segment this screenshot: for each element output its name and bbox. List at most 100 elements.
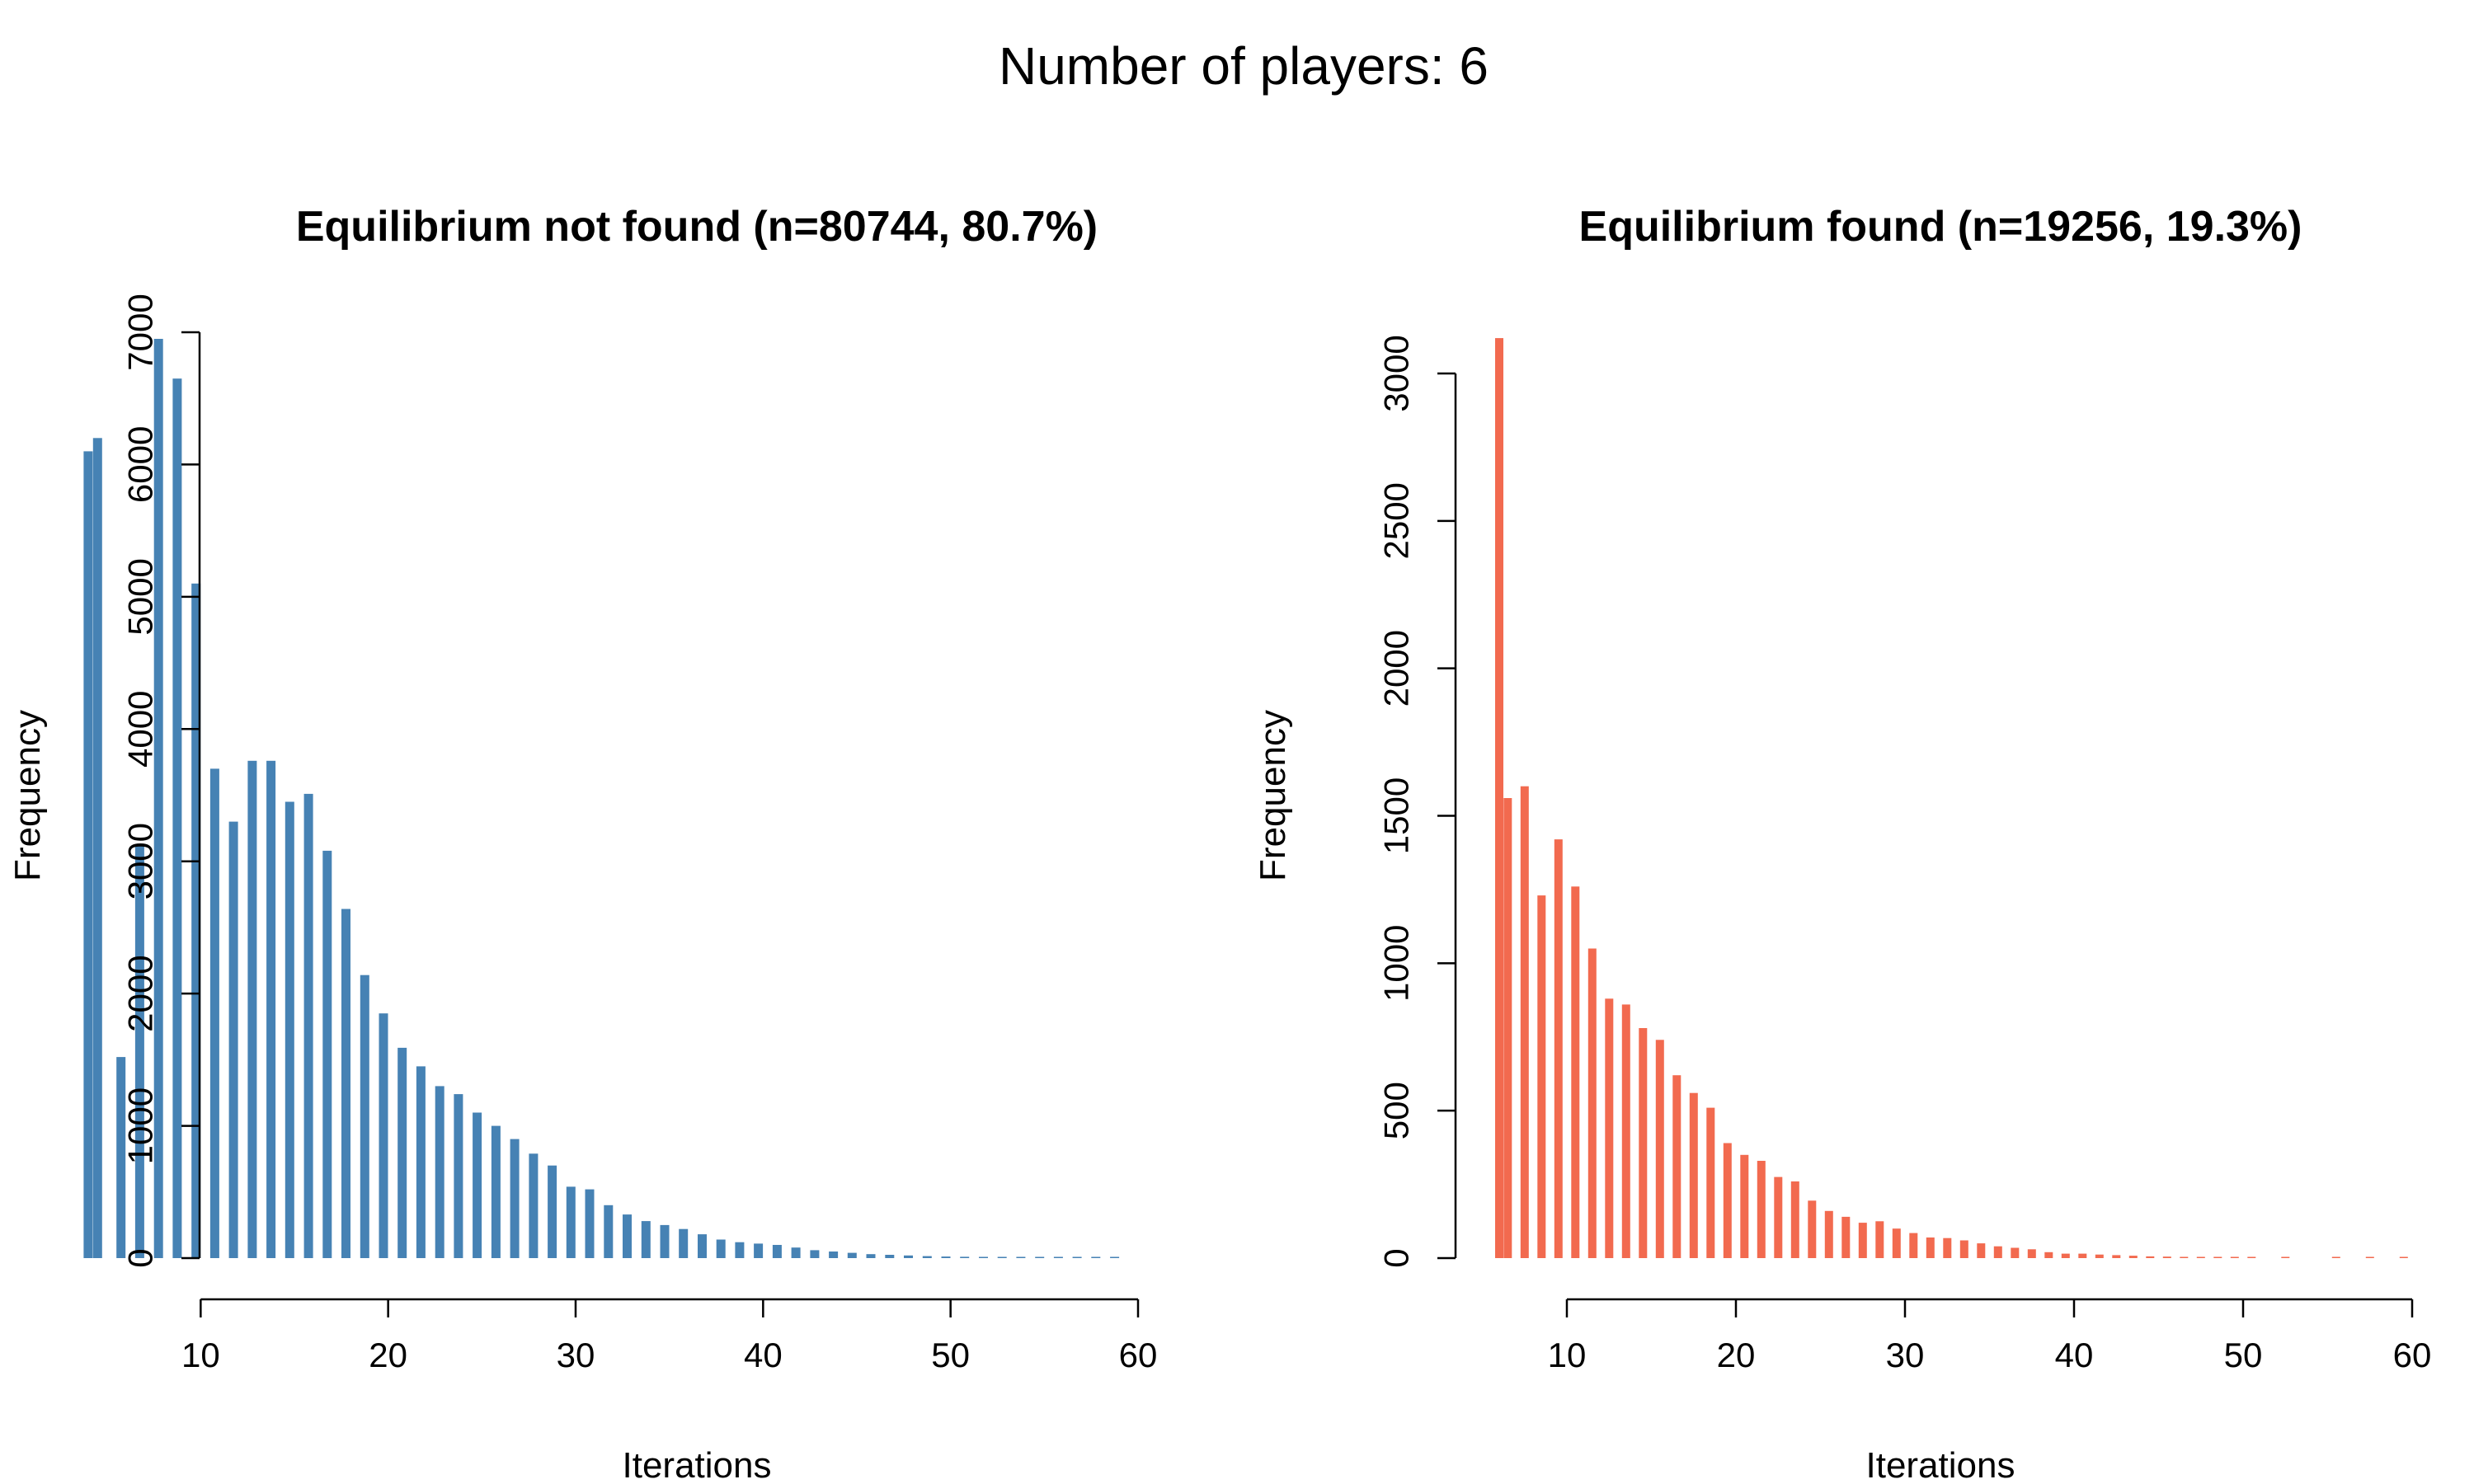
- x-tick-label: 60: [1119, 1336, 1158, 1374]
- bars: [1495, 338, 2408, 1259]
- bar: [379, 1013, 388, 1258]
- x-tick-label: 10: [1548, 1336, 1587, 1374]
- bar: [885, 1255, 895, 1258]
- bar: [92, 438, 102, 1258]
- bar: [829, 1252, 839, 1258]
- bar: [1537, 895, 1546, 1258]
- bar: [604, 1205, 614, 1258]
- bar: [153, 339, 163, 1258]
- bar: [679, 1228, 689, 1258]
- bar: [1495, 338, 1503, 1259]
- bar: [2399, 1256, 2408, 1258]
- bar: [1909, 1233, 1918, 1258]
- bar: [1977, 1243, 1986, 1258]
- bar: [1841, 1216, 1851, 1258]
- bar: [2230, 1256, 2239, 1258]
- x-tick-label: 50: [2224, 1336, 2263, 1374]
- bar: [83, 451, 93, 1258]
- y-tick-label: 0: [121, 1248, 160, 1267]
- y-tick-label: 3000: [121, 823, 160, 899]
- bar: [979, 1256, 988, 1258]
- bar: [1091, 1256, 1101, 1258]
- bar: [416, 1066, 426, 1258]
- bar: [1605, 998, 1614, 1258]
- y-tick-label: 0: [1377, 1248, 1416, 1267]
- y-tick-label: 500: [1376, 1082, 1415, 1139]
- x-tick-label: 10: [181, 1336, 220, 1374]
- bar: [1943, 1237, 1952, 1258]
- bar: [473, 1112, 482, 1258]
- bar: [997, 1256, 1007, 1258]
- bar: [303, 793, 313, 1258]
- bar: [641, 1221, 651, 1258]
- y-axis: 0 500 1000 1500 2000 2500 3000: [1376, 335, 1457, 1268]
- bar: [735, 1242, 745, 1258]
- bar: [2162, 1256, 2171, 1258]
- bar: [1790, 1181, 1799, 1258]
- y-tick-label: 4000: [120, 691, 159, 768]
- bar: [510, 1139, 520, 1258]
- bar: [1639, 1028, 1648, 1258]
- bar: [1110, 1256, 1120, 1258]
- bar: [1503, 798, 1512, 1258]
- bar: [454, 1094, 463, 1258]
- y-tick-label: 2500: [1377, 482, 1416, 559]
- x-tick-label: 50: [931, 1336, 970, 1374]
- bar: [810, 1250, 820, 1258]
- bar: [228, 821, 238, 1258]
- bar: [172, 378, 182, 1259]
- y-tick-label: 2000: [121, 955, 160, 1031]
- bar: [960, 1256, 970, 1258]
- chart-title: Equilibrium found (n=19256, 19.3%): [1579, 203, 2302, 251]
- bar: [2281, 1256, 2290, 1258]
- bar: [941, 1256, 951, 1258]
- bar: [2027, 1249, 2036, 1258]
- bar: [1706, 1107, 1715, 1258]
- y-tick-label: 1500: [1377, 777, 1416, 854]
- y-tick-label: 1000: [1377, 925, 1416, 1002]
- bar: [2213, 1256, 2222, 1258]
- chart-title: Equilibrium not found (n=80744, 80.7%): [296, 203, 1098, 251]
- bar: [266, 760, 276, 1258]
- bar: [247, 760, 257, 1258]
- bar: [623, 1214, 632, 1258]
- x-axis-label: Iterations: [623, 1445, 772, 1484]
- bar: [1035, 1256, 1045, 1258]
- bar: [2331, 1256, 2340, 1258]
- bar: [1824, 1210, 1833, 1258]
- x-tick-label: 30: [1886, 1336, 1925, 1374]
- bar: [134, 843, 144, 1258]
- bar: [1723, 1143, 1732, 1258]
- bar: [566, 1186, 576, 1258]
- bar: [1774, 1176, 1783, 1258]
- bar: [2247, 1256, 2256, 1258]
- bar: [1926, 1237, 1935, 1258]
- bar: [2128, 1256, 2138, 1258]
- y-tick-label: 3000: [1377, 335, 1416, 411]
- bar: [585, 1189, 595, 1258]
- bar: [360, 974, 369, 1258]
- bar: [1571, 886, 1580, 1258]
- bar: [1757, 1161, 1766, 1258]
- bar: [341, 909, 350, 1258]
- bar: [1072, 1256, 1082, 1258]
- bar: [847, 1252, 857, 1258]
- bar: [322, 850, 332, 1258]
- y-tick-label: 6000: [121, 426, 160, 503]
- bar: [698, 1234, 707, 1258]
- bar: [2095, 1254, 2104, 1258]
- bar: [548, 1165, 557, 1258]
- bar: [2146, 1256, 2155, 1258]
- bar: [922, 1256, 932, 1258]
- x-tick-label: 20: [369, 1336, 407, 1374]
- bar: [2061, 1253, 2070, 1258]
- histogram-found: Equilibrium found (n=19256, 19.3%) Itera…: [1253, 203, 2431, 1484]
- y-axis: 0 1000 2000 3000 4000 5000 6000 7000: [120, 294, 201, 1268]
- bar: [1858, 1223, 1867, 1258]
- y-tick-label: 1000: [120, 1087, 159, 1164]
- y-tick-label: 5000: [120, 558, 159, 635]
- bar: [1016, 1256, 1026, 1258]
- bar: [866, 1254, 876, 1258]
- bar: [209, 768, 219, 1258]
